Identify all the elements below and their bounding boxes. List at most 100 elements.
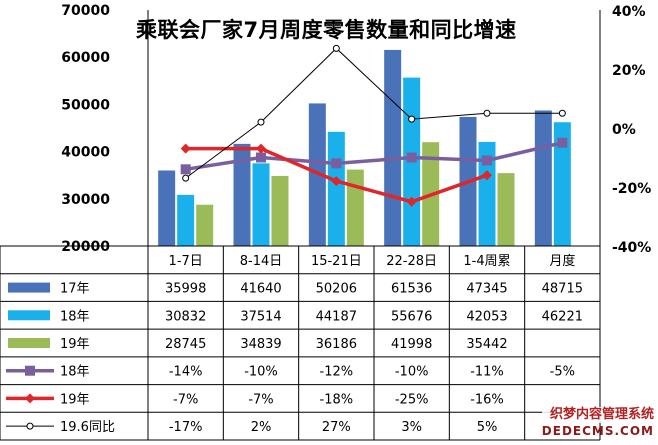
- category-label: 月度: [549, 253, 575, 269]
- data-label-bar-3: 34839: [240, 337, 281, 352]
- watermark: 织梦内容管理系统 DEDECMS.COM: [541, 407, 654, 439]
- right-axis-tick-label: 0%: [612, 122, 636, 138]
- line-3-point: [182, 174, 190, 182]
- legend-label-line-2: 19年: [60, 392, 90, 407]
- line-2-point: [406, 196, 417, 207]
- left-axis-tick-label: 30000: [61, 192, 110, 208]
- left-axis-tick-label: 50000: [61, 97, 110, 113]
- data-label-line-1: -14%: [169, 365, 203, 380]
- line-3-point: [257, 118, 265, 126]
- bar-2: [553, 122, 571, 246]
- data-label-bar-2: 55676: [391, 309, 432, 324]
- category-label: 1-4周累: [463, 254, 510, 269]
- bar-2: [177, 194, 195, 246]
- bar-2: [252, 163, 270, 246]
- line-3-point: [332, 44, 340, 52]
- line-3-point: [483, 109, 491, 117]
- right-axis-tick-label: 40%: [612, 4, 646, 20]
- data-label-bar-1: 41640: [240, 282, 281, 297]
- data-label-line-3: 27%: [322, 420, 351, 435]
- category-label: 1-7日: [169, 254, 203, 269]
- data-label-bar-2: 42053: [466, 309, 507, 324]
- data-label-bar-2: 37514: [240, 309, 281, 324]
- bar-1: [534, 110, 552, 246]
- data-label-bar-3: 41998: [391, 337, 432, 352]
- data-label-bar-2: 46221: [542, 309, 583, 324]
- line-1-point: [406, 152, 417, 163]
- bar-3: [196, 204, 214, 246]
- data-label-line-2: -16%: [470, 392, 504, 407]
- right-axis-tick-label: -20%: [612, 181, 651, 197]
- line-1-point: [557, 137, 568, 148]
- line-1-point: [180, 164, 191, 175]
- line-2-point: [256, 143, 266, 154]
- left-axis-tick-label: 40000: [61, 145, 110, 161]
- legend-label-line-3: 19.6同比: [60, 420, 115, 435]
- data-label-line-1: -12%: [320, 365, 354, 380]
- right-axis-tick-label: 20%: [612, 63, 646, 79]
- right-axis-tick-label: -40%: [612, 240, 651, 256]
- legend-swatch-bar-2: [8, 310, 50, 321]
- category-label: 22-28日: [386, 254, 437, 269]
- line-3-point: [558, 109, 566, 117]
- data-label-line-1: -10%: [244, 365, 278, 380]
- line-3: [185, 47, 563, 179]
- left-axis-tick-label: 60000: [61, 50, 110, 66]
- data-label-line-3: -17%: [169, 420, 203, 435]
- legend-label-bar-3: 19年: [60, 337, 90, 352]
- data-label-line-1: -10%: [395, 365, 429, 380]
- legend-marker-line-2: [25, 393, 35, 404]
- data-label-line-3: 3%: [401, 420, 422, 435]
- bar-3: [497, 173, 515, 246]
- legend-marker-line-3: [26, 422, 34, 430]
- data-label-line-3: 2%: [251, 420, 272, 435]
- data-label-line-2: -18%: [320, 392, 354, 407]
- data-label-bar-1: 35998: [165, 282, 206, 297]
- data-label-bar-1: 47345: [466, 282, 507, 297]
- legend-label-bar-1: 17年: [60, 282, 90, 297]
- data-label-bar-3: 35442: [466, 337, 507, 352]
- line-2-point: [482, 170, 492, 181]
- bar-3: [271, 175, 289, 246]
- data-label-bar-3: 28745: [165, 337, 206, 352]
- chart-title: 乘联会厂家7月周度零售数量和同比增速: [136, 18, 517, 42]
- left-axis-tick-label: 70000: [61, 3, 110, 19]
- line-1-point: [256, 152, 266, 163]
- legend-swatch-bar-1: [8, 282, 50, 293]
- data-label-line-2: -7%: [248, 392, 273, 407]
- data-label-bar-1: 48715: [542, 282, 583, 297]
- data-label-bar-2: 30832: [165, 309, 206, 324]
- watermark-line2: DEDECMS.COM: [541, 424, 654, 438]
- bar-1: [158, 170, 176, 246]
- category-label: 15-21日: [311, 254, 362, 269]
- bar-1: [233, 143, 251, 246]
- data-label-bar-3: 36186: [316, 337, 357, 352]
- legend-swatch-bar-3: [8, 338, 50, 348]
- line-2-point: [180, 143, 191, 154]
- data-label-line-3: 5%: [477, 420, 498, 435]
- legend-marker-line-1: [25, 365, 35, 376]
- data-label-bar-1: 61536: [391, 282, 432, 297]
- data-label-line-2: -7%: [173, 392, 198, 407]
- line-3-point: [408, 115, 416, 123]
- bar-2: [478, 141, 496, 246]
- legend-label-line-1: 18年: [60, 365, 90, 380]
- line-2-point: [331, 176, 342, 187]
- data-label-bar-2: 44187: [316, 309, 357, 324]
- bar-1: [384, 49, 402, 247]
- line-1: [185, 141, 563, 172]
- bar-2: [327, 131, 345, 246]
- data-label-bar-1: 50206: [316, 282, 357, 297]
- data-label-line-2: -25%: [395, 392, 429, 407]
- left-axis-tick-label: 20000: [61, 239, 110, 255]
- line-1-point: [482, 155, 492, 166]
- data-label-line-1: -11%: [470, 365, 504, 380]
- legend-label-bar-2: 18年: [60, 309, 90, 324]
- bar-3: [346, 169, 364, 246]
- watermark-line1: 织梦内容管理系统: [541, 407, 654, 423]
- line-1-point: [331, 158, 342, 169]
- category-label: 8-14日: [240, 254, 283, 269]
- data-label-line-1: -5%: [550, 365, 575, 380]
